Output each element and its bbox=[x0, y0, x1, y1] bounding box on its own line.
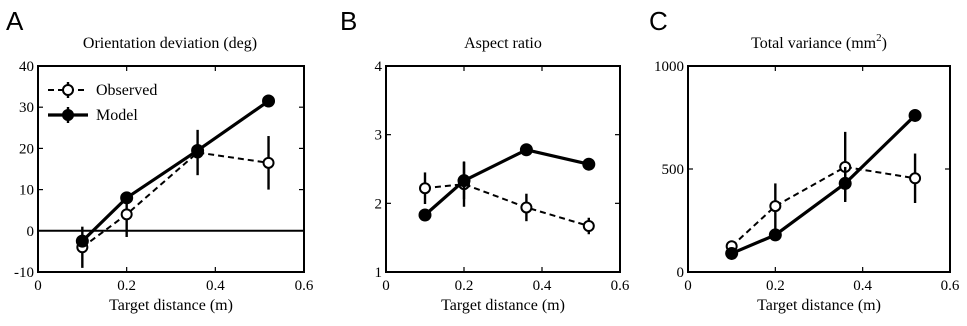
data-point bbox=[120, 208, 133, 221]
panel-a: A Orientation deviation (deg) 0 0.2 0.4 0.6 -1… bbox=[6, 6, 314, 314]
data-point bbox=[191, 143, 205, 157]
data-point bbox=[419, 182, 431, 195]
data-point bbox=[418, 208, 432, 222]
series-line bbox=[423, 148, 590, 217]
x-tick-label: 0.2 bbox=[117, 278, 136, 294]
data-point bbox=[838, 176, 852, 190]
x-tick-label: 0.6 bbox=[941, 278, 960, 294]
y-tick-label: 500 bbox=[662, 162, 685, 178]
series-line bbox=[730, 165, 916, 247]
x-tick-label: 0.2 bbox=[766, 278, 785, 294]
legend: Observed Model bbox=[48, 82, 157, 124]
data-point bbox=[457, 174, 471, 188]
data-point bbox=[769, 200, 782, 213]
y-tick-label: 1 bbox=[375, 265, 383, 281]
x-axis-label: Target distance (m) bbox=[441, 297, 565, 314]
y-tick-label: 2 bbox=[375, 196, 383, 212]
data-point bbox=[582, 157, 596, 171]
panel-letter: B bbox=[340, 6, 357, 36]
data-point bbox=[75, 234, 89, 248]
legend-marker bbox=[62, 109, 74, 121]
title-tail: ) bbox=[882, 35, 887, 52]
plot-frame bbox=[37, 65, 305, 273]
y-tick-label: 40 bbox=[19, 59, 34, 75]
data-point bbox=[520, 201, 533, 214]
data-point bbox=[725, 246, 739, 260]
series-line bbox=[81, 99, 270, 243]
series-line bbox=[424, 183, 590, 227]
panel-title: Aspect ratio bbox=[464, 35, 542, 52]
x-tick-label: 0.4 bbox=[206, 278, 225, 294]
data-point bbox=[262, 156, 275, 169]
y-tick-label: 20 bbox=[19, 141, 34, 157]
x-tick-label: 0.4 bbox=[853, 278, 872, 294]
y-tick-label: -10 bbox=[14, 265, 34, 281]
data-point bbox=[120, 191, 134, 205]
data-point bbox=[519, 143, 533, 157]
legend-label: Model bbox=[96, 107, 138, 124]
panel-letter: A bbox=[6, 6, 24, 36]
x-axis-label: Target distance (m) bbox=[757, 297, 881, 314]
series-line bbox=[731, 114, 917, 255]
series-model bbox=[418, 143, 596, 222]
panel-title: Total variance (mm2) bbox=[751, 32, 887, 52]
y-tick-label: 0 bbox=[677, 265, 685, 281]
series-observed bbox=[725, 131, 922, 253]
x-tick-label: 0.6 bbox=[611, 278, 630, 294]
legend-label: Observed bbox=[96, 82, 157, 99]
data-point bbox=[262, 94, 276, 108]
y-tick-label: 3 bbox=[375, 128, 383, 144]
series-observed bbox=[76, 129, 275, 268]
data-point bbox=[908, 108, 922, 122]
x-tick-label: 0.4 bbox=[533, 278, 552, 294]
series-model bbox=[75, 94, 276, 248]
y-tick-label: 1000 bbox=[654, 59, 684, 75]
y-tick-label: 0 bbox=[27, 224, 35, 240]
panel-title: Orientation deviation (deg) bbox=[83, 35, 257, 52]
y-tick-label: 30 bbox=[19, 100, 34, 116]
series-model bbox=[725, 108, 922, 260]
y-tick-label: 10 bbox=[19, 183, 34, 199]
data-point bbox=[909, 172, 922, 185]
x-tick-label: 0.2 bbox=[455, 278, 474, 294]
title-superscript: 2 bbox=[876, 32, 882, 44]
x-tick-label: 0 bbox=[382, 278, 390, 294]
panel-c: C Total variance (mm2) 0 0.2 0.4 0.6 0 500 1000 T… bbox=[649, 6, 960, 314]
series-line bbox=[81, 151, 269, 249]
x-tick-label: 0.6 bbox=[295, 278, 314, 294]
plot-frame bbox=[687, 65, 951, 273]
legend-marker bbox=[62, 84, 74, 96]
data-point bbox=[582, 219, 595, 232]
plot-frame bbox=[385, 65, 621, 273]
panel-letter: C bbox=[649, 6, 668, 36]
data-point bbox=[768, 228, 782, 242]
panel-b: B Aspect ratio 0 0.2 0.4 0.6 1 2 3 4 Target distan… bbox=[340, 6, 630, 314]
y-tick-label: 4 bbox=[375, 59, 383, 75]
x-tick-label: 0 bbox=[684, 278, 692, 294]
x-axis-label: Target distance (m) bbox=[109, 297, 233, 314]
x-tick-label: 0 bbox=[34, 278, 42, 294]
